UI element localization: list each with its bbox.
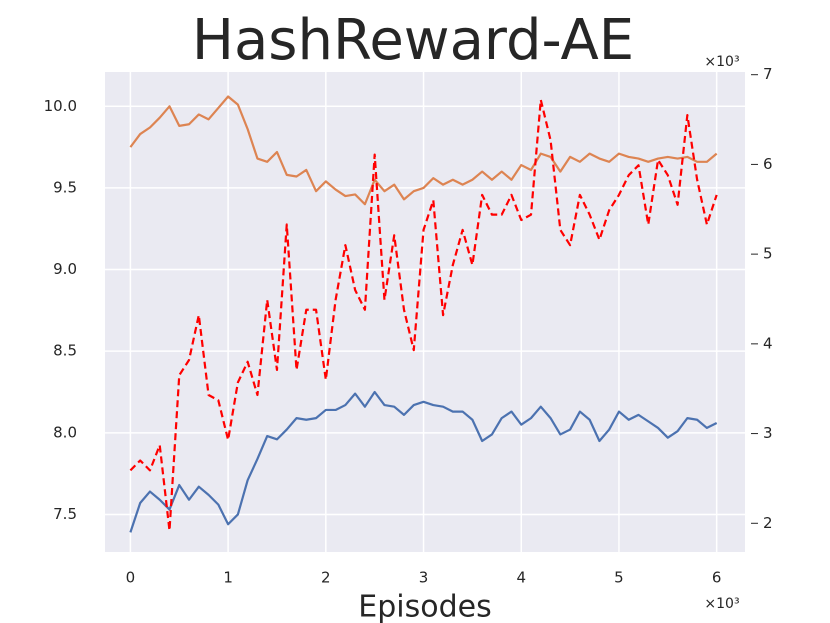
x-axis-label: Episodes <box>358 590 491 623</box>
series-line <box>129 390 718 533</box>
chart-title: HashReward-AE <box>192 8 634 73</box>
y-tick-label: 9.5 <box>53 178 77 196</box>
y2-tick-label: 5 <box>763 245 773 263</box>
x-tick-label: 4 <box>516 569 526 587</box>
y-tick-label: 8.5 <box>53 342 77 360</box>
x-tick-label: 2 <box>321 569 331 587</box>
x-multiplier: ×10³ <box>704 596 739 612</box>
x-tick-label: 1 <box>223 569 233 587</box>
series-line <box>129 98 718 532</box>
y-tick-label: 9.0 <box>53 260 77 278</box>
series-line <box>129 95 718 206</box>
y2-tick-label: 2 <box>763 514 773 532</box>
x-tick-label: 6 <box>712 569 722 587</box>
y-tick-label: 10.0 <box>44 97 77 115</box>
x-tick-label: 3 <box>419 569 429 587</box>
y2-multiplier: ×10³ <box>704 54 739 70</box>
x-tick-label: 0 <box>126 569 136 587</box>
x-tick-label: 5 <box>614 569 624 587</box>
y2-tick-label: 6 <box>763 155 773 173</box>
plot-background <box>105 72 745 552</box>
y2-tick-label: 7 <box>763 65 773 83</box>
y-tick-label: 8.0 <box>53 423 77 441</box>
y-tick-label: 7.5 <box>53 505 77 523</box>
y2-tick-label: 3 <box>763 424 773 442</box>
y2-tick-label: 4 <box>763 334 773 352</box>
